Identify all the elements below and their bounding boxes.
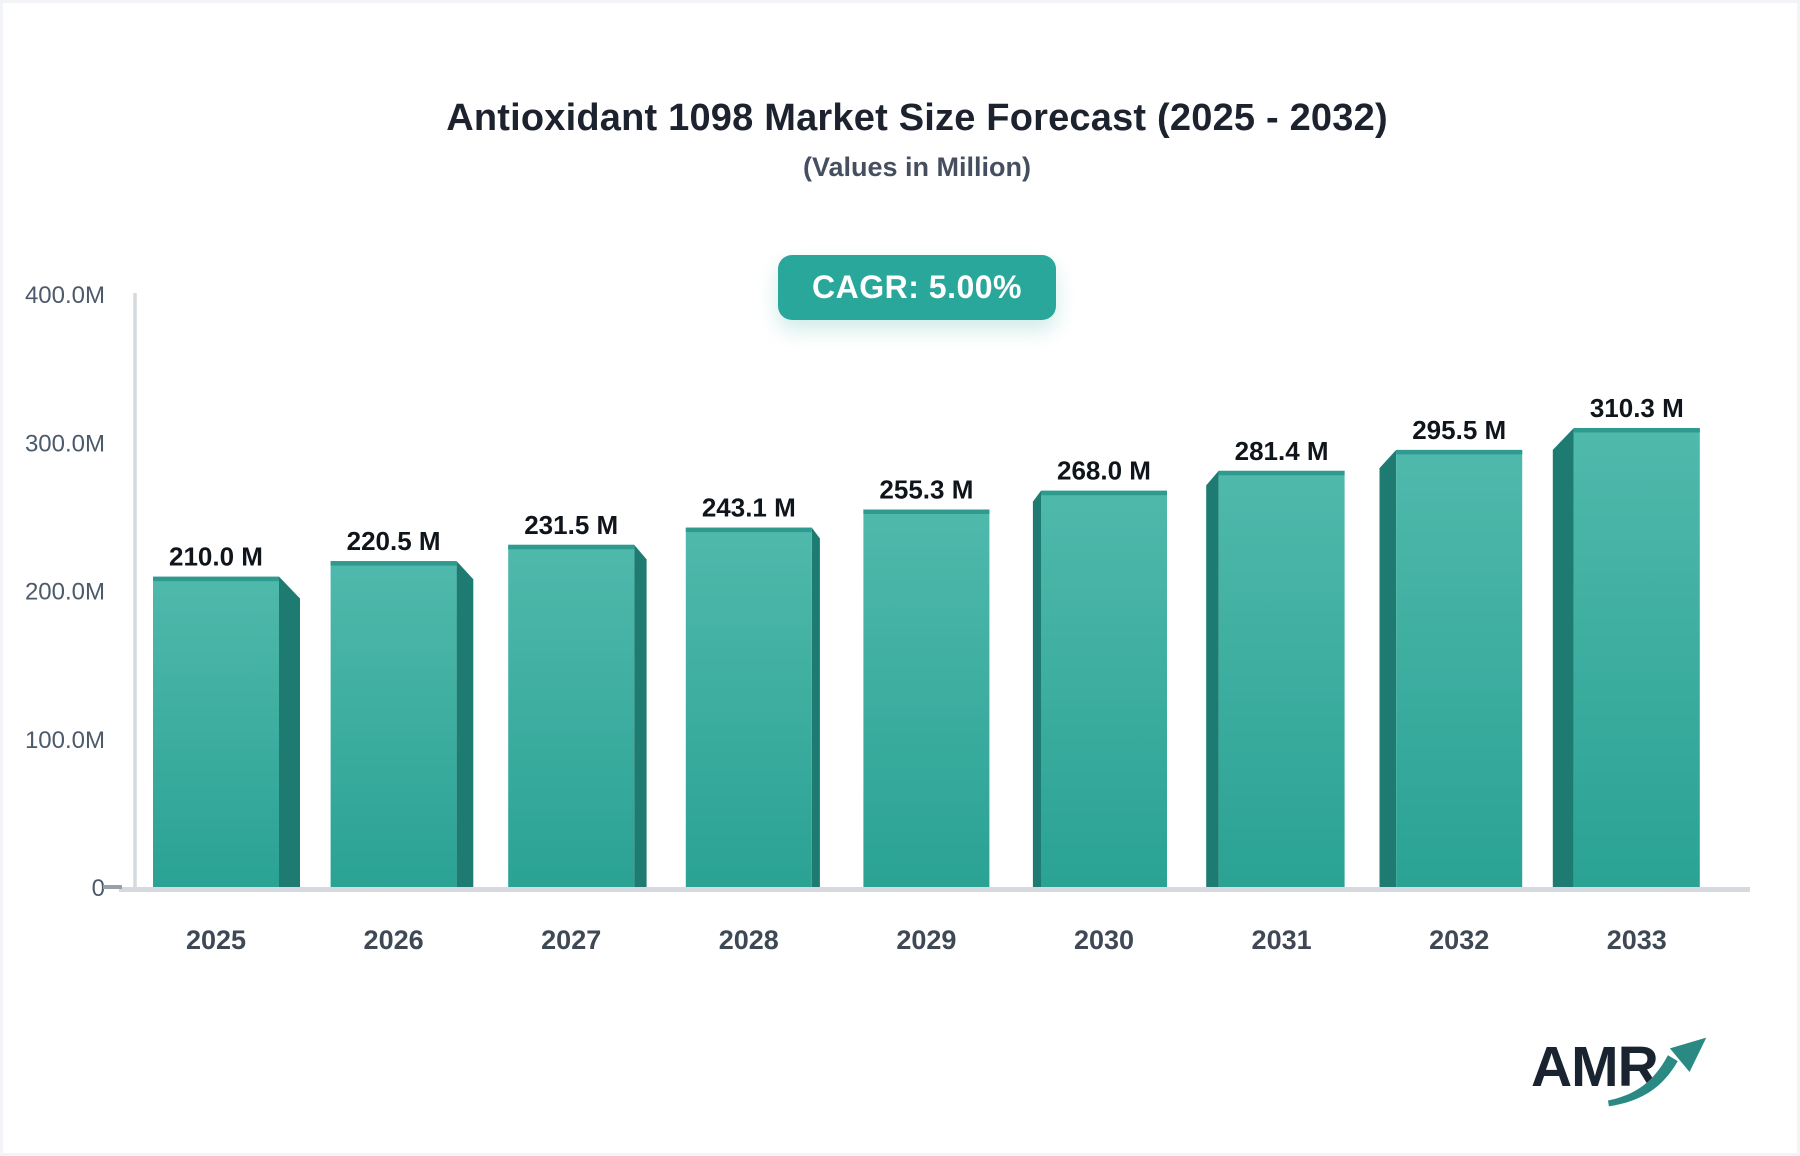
bar-side-face (1032, 490, 1041, 892)
x-axis-label-2030: 2030 (1074, 925, 1134, 955)
x-axis-label-2028: 2028 (719, 925, 779, 955)
bar-front-face (1396, 449, 1523, 888)
y-axis-tick-label: 0 (92, 875, 105, 902)
y-axis-tick-label: 100.0M (25, 727, 105, 754)
chart-subtitle: (Values in Million) (802, 151, 1032, 182)
y-axis-tick-label: 400.0M (25, 282, 105, 309)
bar-side-face (1206, 470, 1219, 892)
bar-value-label: 220.5 M (347, 526, 441, 556)
bar-top-edge (1396, 449, 1523, 455)
bar-front-face (1573, 427, 1700, 888)
bar-top-edge (330, 561, 457, 566)
y-axis-tick-label: 200.0M (25, 579, 105, 606)
bar-value-label: 281.4 M (1235, 436, 1329, 466)
bar-front-face (863, 509, 990, 888)
bar-value-label: 243.1 M (702, 493, 796, 523)
amr-logo: AMR (1531, 1037, 1731, 1125)
cagr-badge: CAGR: 5.00% (778, 255, 1056, 320)
bar-side-face (1552, 427, 1574, 892)
x-axis-label-2029: 2029 (896, 925, 956, 955)
bar-2032 (1379, 449, 1523, 892)
bar-top-edge (1041, 490, 1167, 496)
bar-2026 (330, 561, 474, 892)
bar-top-edge (1573, 427, 1700, 433)
bar-top-edge (1218, 470, 1345, 476)
bar-2031 (1206, 470, 1345, 892)
bar-2030 (1032, 490, 1167, 892)
bar-2028 (685, 527, 820, 892)
bar-top-edge (863, 509, 990, 515)
x-axis-label-2033: 2033 (1607, 925, 1667, 955)
y-axis-tick-label: 300.0M (25, 430, 105, 457)
chart-title: Antioxidant 1098 Market Size Forecast (2… (446, 97, 1388, 139)
bar-value-label: 210.0 M (169, 542, 263, 572)
chart-header: Antioxidant 1098 Market Size Forecast (2… (37, 97, 1797, 182)
bar-front-face (685, 527, 812, 888)
x-axis-label-2031: 2031 (1252, 925, 1312, 955)
bar-value-label: 295.5 M (1412, 415, 1506, 445)
bar-side-face (634, 544, 647, 892)
x-axis-label-2032: 2032 (1429, 925, 1489, 955)
bar-front-face (1218, 470, 1345, 888)
bar-front-face (508, 544, 635, 888)
bar-2025 (153, 576, 300, 892)
x-axis-label-2027: 2027 (541, 925, 601, 955)
bar-2033 (1552, 427, 1700, 892)
bar-side-face (1379, 449, 1397, 892)
bar-2029 (863, 509, 990, 888)
bar-front-face (1041, 490, 1167, 888)
bar-value-label: 231.5 M (524, 510, 618, 540)
x-axis-label-2026: 2026 (364, 925, 424, 955)
cagr-badge-row: CAGR: 5.00% (37, 255, 1797, 320)
bar-value-label: 268.0 M (1057, 456, 1151, 486)
amr-logo-text: AMR (1531, 1035, 1659, 1099)
market-forecast-bar-chart: 210.0 M 2025 220.5 M 2026 231.5 M 2027 243.1 M… (25, 282, 1750, 955)
bar-2027 (508, 544, 647, 892)
chart-card: Antioxidant 1098 Market Size Forecast (2… (3, 3, 1797, 1153)
bar-side-face (811, 527, 820, 892)
bar-top-edge (685, 527, 812, 533)
x-axis-label-2025: 2025 (186, 925, 246, 955)
bar-top-edge (508, 544, 635, 550)
bar-value-label: 255.3 M (879, 475, 973, 505)
bar-front-face (153, 576, 279, 888)
bar-top-edge (153, 576, 279, 582)
bar-side-face (456, 561, 474, 892)
bar-value-label: 310.3 M (1590, 393, 1684, 423)
growth-arrow-icon (1607, 1037, 1707, 1107)
bar-side-face (279, 576, 300, 892)
bar-front-face (330, 561, 457, 888)
